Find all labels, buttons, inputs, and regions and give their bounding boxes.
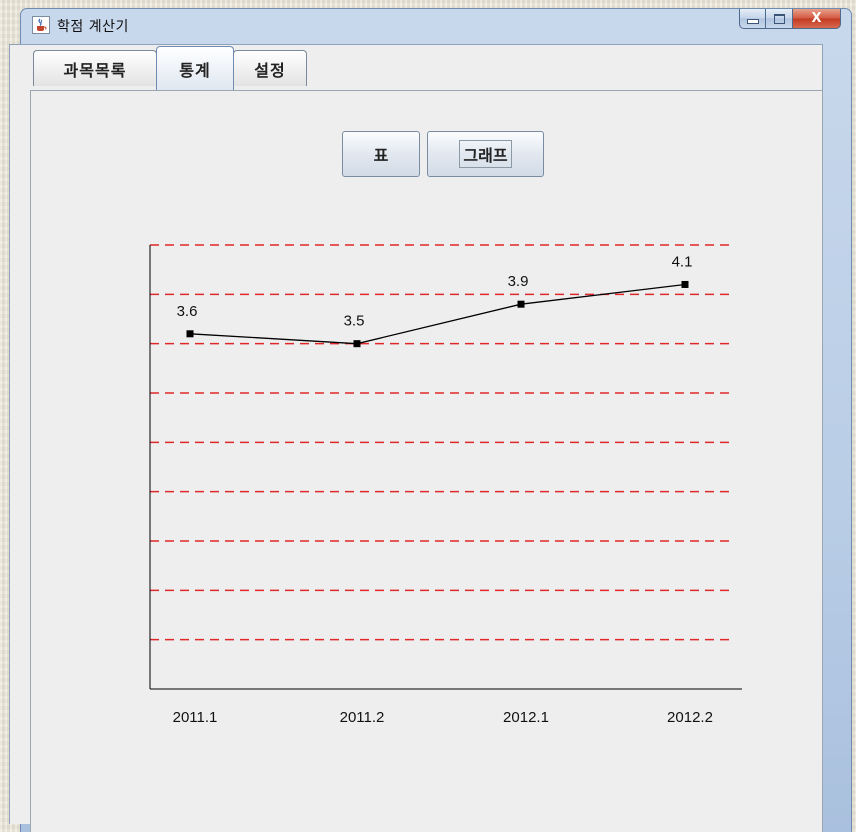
close-icon: X bbox=[811, 11, 822, 26]
maximize-icon bbox=[773, 13, 785, 24]
series-line bbox=[189, 283, 686, 345]
chart-labels: 3.6 3.5 3.9 4.1 2011.1 2011.2 2012.1 2012.2 bbox=[173, 253, 713, 726]
chart-series bbox=[186, 280, 689, 348]
table-view-button-label: 표 bbox=[373, 146, 389, 165]
table-view-button[interactable]: 표 bbox=[342, 131, 420, 177]
x-tick-label: 2012.2 bbox=[667, 709, 713, 726]
window-title: 학점 계산기 bbox=[57, 19, 129, 35]
x-tick-label: 2012.1 bbox=[503, 709, 549, 726]
graph-view-button-label: 그래프 bbox=[459, 140, 512, 168]
data-label: 3.5 bbox=[344, 313, 365, 330]
data-point bbox=[681, 280, 689, 288]
tab-settings-label: 설정 bbox=[254, 60, 286, 80]
tab-statistics-label: 통계 bbox=[179, 60, 211, 80]
minimize-icon bbox=[746, 19, 759, 24]
tab-course-list-label: 과목목록 bbox=[63, 60, 127, 80]
window-controls: X bbox=[739, 9, 841, 31]
tab-course-list[interactable]: 과목목록 bbox=[33, 50, 157, 86]
statistics-panel bbox=[30, 90, 823, 832]
tab-statistics[interactable]: 통계 bbox=[156, 46, 234, 90]
data-point bbox=[186, 330, 194, 338]
tab-settings[interactable]: 설정 bbox=[233, 50, 307, 86]
x-tick-label: 2011.1 bbox=[173, 709, 218, 726]
maximize-button[interactable] bbox=[766, 9, 793, 29]
graph-view-button[interactable]: 그래프 bbox=[427, 131, 544, 177]
data-label: 3.6 bbox=[177, 303, 198, 320]
close-button[interactable]: X bbox=[793, 9, 841, 29]
java-cup-icon bbox=[32, 16, 50, 34]
data-label: 4.1 bbox=[672, 253, 693, 270]
x-tick-label: 2011.2 bbox=[340, 709, 385, 726]
chart-gridlines bbox=[150, 244, 734, 641]
data-label: 3.9 bbox=[508, 273, 529, 290]
title-bar[interactable]: 학점 계산기 X bbox=[21, 9, 851, 41]
data-point bbox=[353, 340, 361, 348]
minimize-button[interactable] bbox=[739, 9, 766, 29]
data-point bbox=[517, 300, 525, 308]
